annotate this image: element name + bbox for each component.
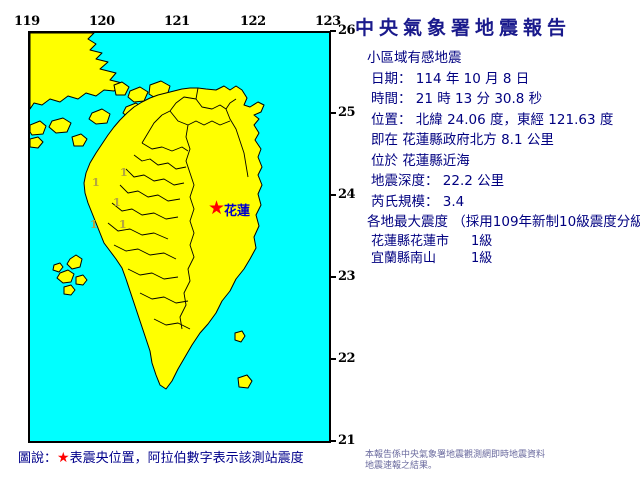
longitude-tick-label: 119 — [14, 14, 40, 29]
report-subtitle: 小區域有感地震 — [367, 50, 462, 66]
map-frame[interactable]: 1 1 1 1 1 ★ 花蓮 — [28, 31, 331, 443]
intensity-level: 1級 — [471, 250, 493, 266]
latitude-tick-mark — [330, 30, 336, 32]
latitude-tick-mark — [330, 276, 336, 278]
report-body: 小區域有感地震 日期： 114 年 10 月 8 日 時間： 21 時 13 分… — [357, 48, 640, 267]
report-panel: 中央氣象署地震報告 小區域有感地震 日期： 114 年 10 月 8 日 時間：… — [345, 0, 640, 480]
page-title: 中央氣象署地震報告 — [355, 17, 572, 39]
map-panel: 119 120 121 122 123 26 25 24 23 22 21 — [0, 14, 356, 466]
map-legend-text: 表震央位置，阿拉伯數字表示該測站震度 — [69, 451, 304, 466]
latitude-tick-label: 22 — [338, 351, 356, 366]
station-intensity-marker: 1 — [113, 196, 121, 209]
longitude-tick-label: 122 — [240, 14, 266, 29]
epicenter-star-icon: ★ — [208, 197, 226, 219]
latitude-tick-label: 21 — [338, 433, 356, 448]
longitude-tick-label: 121 — [164, 14, 190, 29]
longitude-tick-label: 123 — [315, 14, 341, 29]
footer-line-2: 地震速報之結果。 — [365, 461, 438, 471]
latitude-tick-mark — [330, 194, 336, 196]
station-intensity-marker: 1 — [119, 218, 127, 231]
intensity-level: 1級 — [471, 233, 493, 249]
map-legend: 圖說：★表震央位置，阿拉伯數字表示該測站震度 — [18, 447, 304, 466]
latitude-tick-label: 26 — [338, 23, 356, 38]
taiwan-map-graphic — [30, 33, 329, 441]
latitude-tick-label: 24 — [338, 187, 356, 202]
latitude-tick-mark — [330, 358, 336, 360]
report-time: 時間： 21 時 13 分 30.8 秒 — [371, 91, 543, 107]
report-date: 日期： 114 年 10 月 8 日 — [371, 70, 530, 87]
map-legend-prefix: 圖說： — [18, 451, 58, 466]
report-relative: 即在 花蓮縣政府北方 8.1 公里 — [371, 132, 554, 148]
latitude-axis: 26 25 24 23 22 21 — [330, 0, 356, 480]
longitude-axis: 119 120 121 122 123 — [0, 14, 345, 30]
latitude-tick-label: 25 — [338, 105, 356, 120]
intensity-row: 宜蘭縣南山 1級 — [357, 250, 640, 267]
legend-star-icon: ★ — [57, 450, 70, 466]
station-intensity-marker: 1 — [90, 218, 98, 231]
station-intensity-marker: 1 — [92, 176, 100, 189]
longitude-tick-label: 120 — [89, 14, 115, 29]
report-depth: 地震深度： 22.2 公里 — [371, 173, 505, 189]
report-footer: 本報告係中央氣象署地震觀測網即時地震資料 地震速報之結果。 — [365, 450, 635, 472]
city-label-hualien: 花蓮 — [224, 204, 251, 219]
report-magnitude: 芮氏規模： 3.4 — [371, 193, 465, 210]
latitude-tick-mark — [330, 112, 336, 114]
intensity-location: 花蓮縣花蓮市 — [371, 233, 450, 249]
latitude-tick-label: 23 — [338, 269, 356, 284]
latitude-tick-mark — [330, 440, 336, 442]
intensity-location: 宜蘭縣南山 — [371, 250, 437, 266]
intensity-header: 各地最大震度 （採用109年新制10級震度分級） — [367, 214, 640, 230]
report-position: 位置： 北緯 24.06 度，東經 121.63 度 — [371, 111, 614, 128]
footer-line-1: 本報告係中央氣象署地震觀測網即時地震資料 — [365, 450, 546, 460]
station-intensity-marker: 1 — [120, 166, 128, 179]
report-region: 位於 花蓮縣近海 — [371, 152, 470, 169]
intensity-row: 花蓮縣花蓮市 1級 — [357, 233, 640, 250]
